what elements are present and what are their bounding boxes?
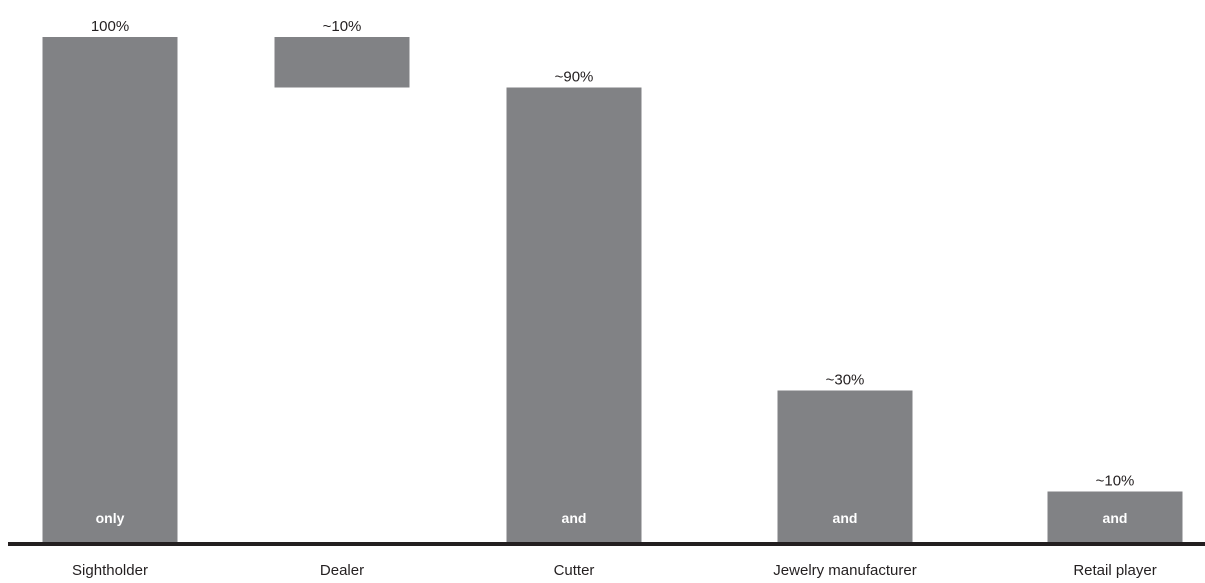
value-label-cutter: ~90% bbox=[555, 69, 594, 86]
bar-retail-player bbox=[1047, 491, 1183, 542]
bar-jewelry-manufacturer bbox=[777, 390, 913, 542]
category-label-retail-player: Retail player bbox=[1073, 562, 1156, 579]
inbar-label-cutter: and bbox=[562, 510, 587, 526]
bar-sightholder bbox=[42, 37, 178, 542]
category-label-sightholder: Sightholder bbox=[72, 562, 148, 579]
category-label-cutter: Cutter bbox=[554, 562, 595, 579]
value-label-dealer: ~10% bbox=[323, 18, 362, 35]
inbar-label-sightholder: only bbox=[96, 510, 125, 526]
value-label-retail-player: ~10% bbox=[1096, 473, 1135, 490]
bar-cutter bbox=[506, 87, 642, 542]
category-label-jewelry-manufacturer: Jewelry manufacturer bbox=[773, 562, 916, 579]
bar-dealer bbox=[274, 37, 410, 88]
bars-layer bbox=[42, 37, 1183, 542]
value-label-sightholder: 100% bbox=[91, 18, 129, 35]
category-label-dealer: Dealer bbox=[320, 562, 364, 579]
labels-layer: 100% only Sightholder ~10% Dealer ~90% and Cutt… bbox=[72, 18, 1157, 579]
value-label-jewelry-manufacturer: ~30% bbox=[826, 372, 865, 389]
inbar-label-jewelry-manufacturer: and bbox=[833, 510, 858, 526]
inbar-label-retail-player: and bbox=[1103, 510, 1128, 526]
